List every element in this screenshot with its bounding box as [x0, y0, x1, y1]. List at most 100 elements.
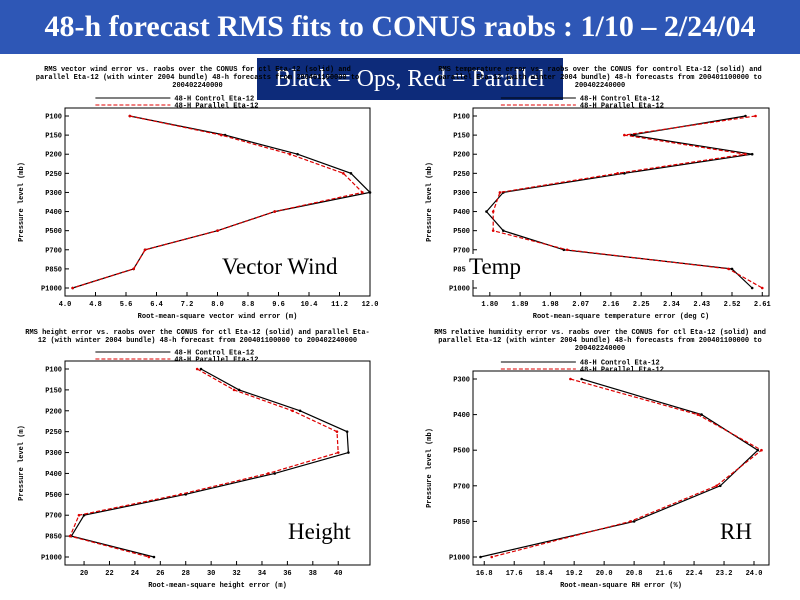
- data-point: [273, 210, 276, 213]
- plot-frame: [64, 360, 371, 566]
- data-point: [501, 229, 505, 232]
- x-tick-label: 5.6: [120, 301, 133, 309]
- data-point: [291, 409, 294, 413]
- legend-entry: 48-H Parallel Eta-12: [174, 357, 258, 365]
- data-point: [718, 484, 722, 488]
- data-point: [237, 388, 241, 392]
- series-line: [69, 368, 339, 558]
- x-tick-label: 2.61: [754, 301, 771, 309]
- x-tick-label: 20.0: [596, 570, 613, 578]
- x-tick-label: 4.8: [89, 301, 102, 309]
- data-point: [296, 152, 299, 156]
- data-point: [760, 286, 764, 290]
- y-axis-title: Pressure level (mb): [426, 162, 434, 242]
- x-tick-label: 32: [232, 570, 240, 578]
- legend-entry: 48-H Parallel Eta-12: [580, 367, 664, 375]
- data-point: [361, 191, 364, 194]
- plot-frame: [472, 370, 770, 566]
- data-point: [77, 513, 81, 517]
- data-point: [632, 520, 636, 523]
- data-point: [336, 451, 340, 454]
- x-tick-label: 12.0: [362, 301, 379, 309]
- y-axis-title: Pressure level (m): [18, 425, 26, 501]
- y-tick-label: P150: [453, 133, 470, 141]
- data-point: [298, 409, 302, 413]
- x-tick-label: 2.16: [603, 301, 620, 309]
- x-axis-title: Root-mean-square vector wind error (m): [138, 313, 298, 321]
- x-tick-label: 1.89: [512, 301, 529, 309]
- data-point: [730, 267, 734, 271]
- y-tick-label: P300: [45, 190, 62, 198]
- series-line: [72, 115, 364, 289]
- data-point: [349, 172, 353, 175]
- y-tick-label: P400: [45, 209, 62, 217]
- legend-entry: 48-H Control Eta-12: [580, 360, 660, 368]
- y-tick-label: P100: [45, 367, 62, 375]
- y-tick-label: P850: [453, 519, 470, 527]
- y-tick-label: P250: [45, 171, 62, 179]
- x-tick-label: 24.0: [746, 570, 763, 578]
- x-tick-label: 20.8: [626, 570, 643, 578]
- data-point: [147, 555, 151, 559]
- data-point: [750, 286, 754, 290]
- legend-entry: 48-H Control Eta-12: [174, 350, 254, 358]
- x-tick-label: 2.25: [633, 301, 650, 309]
- data-point: [68, 534, 72, 538]
- data-point: [750, 152, 754, 156]
- x-tick-label: 18.4: [536, 570, 553, 578]
- vector-wind-panel: RMS vector wind error vs. raobs over the…: [5, 66, 390, 321]
- data-point: [152, 555, 156, 559]
- x-tick-label: 8.8: [242, 301, 255, 309]
- x-tick-label: 28: [182, 570, 190, 578]
- series-line: [72, 115, 372, 289]
- series-line: [70, 368, 350, 558]
- data-point: [700, 413, 703, 416]
- data-point: [345, 430, 349, 433]
- data-point: [479, 555, 482, 559]
- y-tick-label: P100: [45, 114, 62, 122]
- temperature-panel: RMS temperature error vs. raobs over the…: [405, 66, 795, 322]
- data-point: [629, 520, 632, 523]
- data-point: [756, 448, 760, 452]
- y-tick-label: P200: [45, 408, 62, 416]
- data-point: [220, 133, 223, 137]
- x-tick-label: 16.8: [476, 570, 493, 578]
- x-tick-label: 7.2: [181, 301, 194, 309]
- legend-entry: 48-H Control Eta-12: [580, 96, 660, 104]
- data-point: [335, 430, 339, 433]
- series-line: [491, 378, 763, 558]
- data-point: [143, 248, 147, 252]
- y-tick-label: P500: [453, 448, 470, 456]
- y-tick-label: P500: [45, 492, 62, 500]
- y-tick-label: P1000: [449, 555, 470, 563]
- data-point: [744, 114, 747, 118]
- data-point: [368, 191, 372, 194]
- y-tick-label: P400: [453, 412, 470, 420]
- data-point: [696, 413, 700, 416]
- y-tick-label: P700: [453, 483, 470, 491]
- x-tick-label: 34: [258, 570, 266, 578]
- data-point: [195, 367, 199, 371]
- y-tick-label: P1000: [41, 555, 62, 563]
- data-point: [491, 229, 495, 232]
- slide-title: 48-h forecast RMS fits to CONUS raobs : …: [0, 0, 800, 54]
- chart-header: RMS temperature error vs. raobs over the…: [438, 66, 762, 90]
- x-tick-label: 36: [283, 570, 291, 578]
- data-point: [485, 210, 488, 213]
- data-point: [71, 286, 74, 290]
- data-point: [491, 210, 495, 213]
- x-tick-label: 22.4: [686, 570, 703, 578]
- x-tick-label: 6.4: [150, 301, 163, 309]
- y-tick-label: P100: [453, 114, 470, 122]
- y-tick-label: P1000: [449, 286, 470, 294]
- x-axis-title: Root-mean-square RH error (%): [560, 582, 682, 590]
- height-panel: RMS height error vs. raobs over the CONU…: [5, 329, 390, 597]
- data-point: [727, 267, 730, 271]
- y-tick-label: P850: [45, 534, 62, 542]
- legend-entry: 48-H Parallel Eta-12: [580, 103, 664, 111]
- data-point: [715, 484, 718, 488]
- y-tick-label: P250: [453, 171, 470, 179]
- plot-frame: [472, 107, 770, 297]
